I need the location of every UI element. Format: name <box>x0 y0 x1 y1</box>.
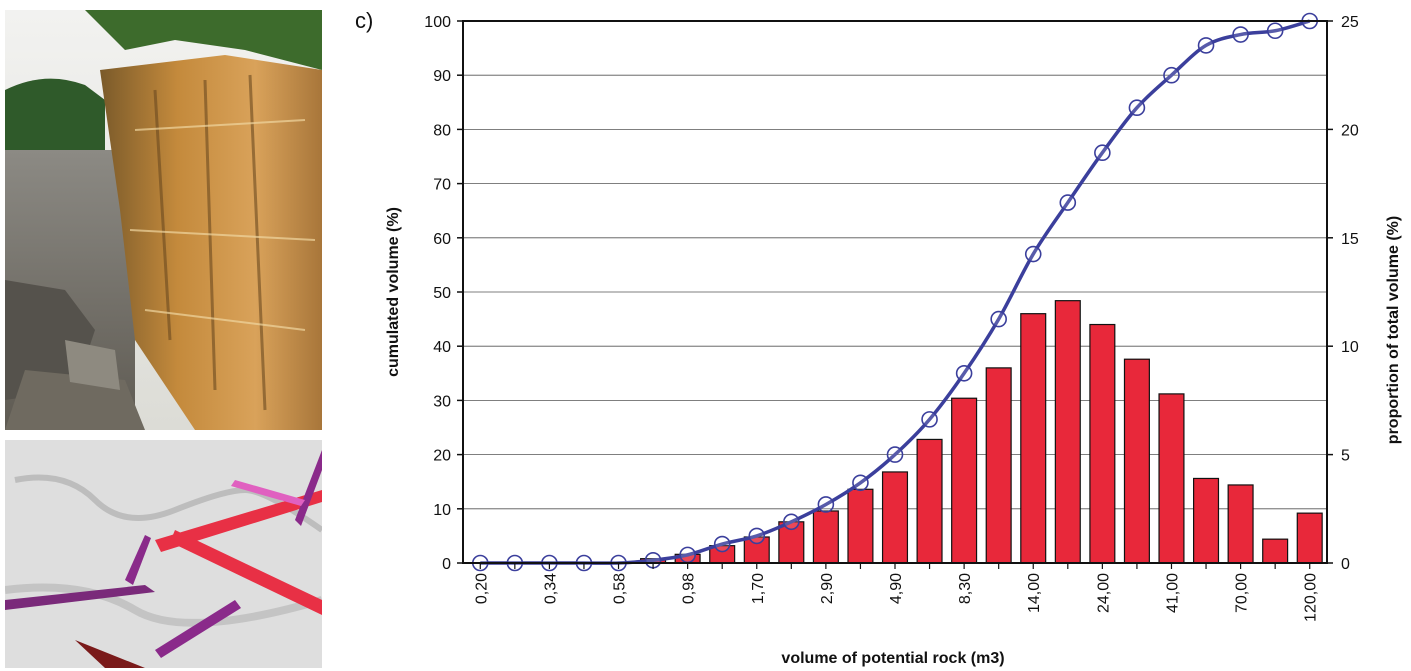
left-tick-label: 90 <box>433 68 451 85</box>
x-tick-label: 0,98 <box>681 573 698 604</box>
right-tick-label: 15 <box>1341 231 1359 248</box>
x-tick-label: 70,00 <box>1234 573 1251 613</box>
bar <box>881 471 909 564</box>
x-axis-ticks: 0,20 0,34 0,58 0,98 1,70 2,90 4,90 8,30 14,00 24,… <box>473 563 1320 622</box>
cumulative-point <box>1197 37 1215 54</box>
cumulative-line-series <box>471 12 1319 572</box>
x-tick-label: 120,00 <box>1303 573 1320 622</box>
cumulative-point <box>1059 194 1077 211</box>
left-tick-label: 0 <box>442 556 451 573</box>
cumulative-point <box>886 446 904 463</box>
x-tick-label: 2,90 <box>819 573 836 604</box>
bar <box>916 438 943 564</box>
right-y-axis-label: proportion of total volume (%) <box>1385 216 1402 444</box>
bar-series <box>640 300 1323 564</box>
right-tick-label: 0 <box>1341 556 1350 573</box>
cumulative-point <box>1232 26 1249 43</box>
x-tick-label: 14,00 <box>1026 573 1043 613</box>
left-tick-label: 30 <box>433 393 451 410</box>
x-tick-label: 8,30 <box>957 573 974 604</box>
bar <box>1227 484 1254 564</box>
rock-face-photo <box>5 10 322 430</box>
bar <box>1192 477 1220 564</box>
left-tick-label: 80 <box>433 122 451 139</box>
panel-c-label: c) <box>355 8 374 33</box>
left-tick-label: 70 <box>433 177 451 194</box>
x-tick-label: 0,20 <box>473 573 490 604</box>
right-tick-label: 5 <box>1341 448 1350 465</box>
x-tick-label: 0,34 <box>542 573 559 604</box>
left-tick-label: 50 <box>433 285 451 302</box>
left-axis-ticks: 0 10 20 30 40 50 60 70 80 90 100 <box>424 14 463 573</box>
cumulative-point <box>783 513 800 531</box>
bar <box>1089 323 1116 564</box>
cumulative-point <box>679 546 696 564</box>
grid-lines <box>463 74 1327 510</box>
x-tick-label: 41,00 <box>1164 573 1181 613</box>
x-tick-label: 24,00 <box>1095 573 1112 613</box>
cumulative-point <box>713 535 731 553</box>
cumulative-point <box>1024 245 1042 263</box>
cumulative-point <box>1266 22 1284 40</box>
cumulative-point <box>748 527 766 545</box>
right-tick-label: 20 <box>1341 122 1359 139</box>
left-tick-label: 10 <box>433 502 451 519</box>
bar <box>812 510 839 564</box>
cumulative-point <box>990 310 1007 328</box>
x-axis-label: volume of potential rock (m3) <box>781 650 1004 667</box>
bar <box>847 488 874 564</box>
bar <box>951 397 978 564</box>
bar <box>985 367 1012 564</box>
left-tick-label: 40 <box>433 339 451 356</box>
right-tick-label: 10 <box>1341 339 1359 356</box>
bar <box>1158 393 1185 564</box>
cumulative-point <box>1128 99 1146 117</box>
bar <box>1020 313 1047 564</box>
x-tick-label: 4,90 <box>888 573 905 604</box>
right-tick-label: 25 <box>1341 14 1359 31</box>
cumulative-point <box>1163 66 1180 84</box>
x-tick-label: 1,70 <box>750 573 767 604</box>
left-tick-label: 60 <box>433 231 451 248</box>
bar <box>1262 538 1289 564</box>
cumulative-point <box>1094 144 1111 162</box>
cumulative-point <box>955 364 973 382</box>
bar <box>1123 358 1150 564</box>
x-tick-label: 0,58 <box>612 573 629 604</box>
3d-model-render <box>5 440 322 668</box>
bar <box>1296 512 1323 564</box>
left-y-axis-label: cumulated volume (%) <box>385 207 402 377</box>
left-tick-label: 100 <box>424 14 451 31</box>
left-tick-label: 20 <box>433 448 451 465</box>
cumulative-point <box>817 496 835 513</box>
cumulative-point <box>852 474 869 492</box>
cumulative-point <box>921 411 938 428</box>
bar <box>1054 300 1081 564</box>
right-axis-ticks: 0 5 10 15 20 25 <box>1327 14 1359 573</box>
